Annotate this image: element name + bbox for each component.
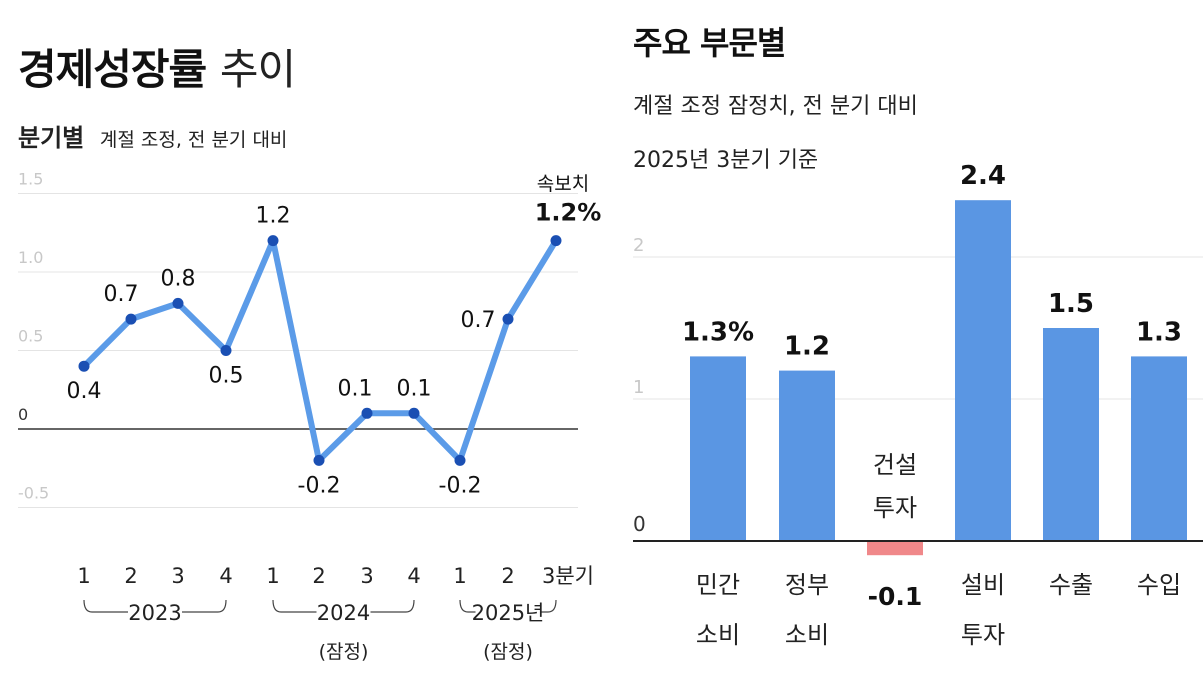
- bar: [690, 356, 746, 541]
- year-label: 2024: [317, 601, 370, 625]
- data-point: [172, 297, 184, 309]
- chart-subtitle: 분기별 계절 조정, 전 분기 대비: [18, 118, 287, 153]
- data-label: -0.1: [868, 582, 923, 611]
- data-label: 1.5: [1048, 289, 1094, 319]
- data-label: 1.2: [256, 204, 291, 229]
- sector-subtitle-2: 2025년 3분기 기준: [633, 148, 819, 173]
- data-label: 0.5: [209, 364, 244, 389]
- x-tick-label: 4: [407, 564, 420, 588]
- data-label: 1.3%: [682, 317, 754, 347]
- bar-chart: 2101.3%민간소비1.2정부소비-0.1건설투자2.4설비투자1.5수출1.…: [633, 161, 1203, 649]
- x-tick-label: 1: [266, 564, 279, 588]
- category-label: 수입: [1137, 571, 1181, 599]
- year-bracket-left: [83, 599, 128, 613]
- y-tick-label: 0.5: [18, 327, 43, 346]
- data-label: 1.2: [784, 332, 830, 362]
- prelim-label: (잠정): [483, 641, 533, 663]
- y-tick-label: 0: [633, 512, 646, 536]
- data-label: 2.4: [960, 161, 1006, 191]
- x-tick-label: 2: [501, 564, 514, 588]
- line-chart: 1.5 1.0 0.5 0 -0.5 0.4 0.7 0.8 0.5 1.2 -0.2 0.1 0.1 -…: [18, 170, 602, 663]
- category-label: 설비: [961, 571, 1005, 599]
- growth-trend-panel: 경제성장률 추이 분기별 계절 조정, 전 분기 대비 1.5 1.0 0.5 0 -0…: [0, 0, 602, 678]
- category-label: 투자: [873, 494, 917, 522]
- year-label: 2023: [128, 601, 181, 625]
- bar: [1131, 356, 1187, 541]
- data-label: 1.2%: [535, 199, 602, 227]
- year-bracket-right: [370, 599, 415, 613]
- data-point: [125, 313, 137, 325]
- data-label: 0.7: [461, 308, 496, 333]
- x-tick-label: 1: [453, 564, 466, 588]
- prelim-label: (잠정): [319, 641, 369, 663]
- y-tick-label: 1.5: [18, 170, 43, 189]
- sector-panel: 주요 부문별 계절 조정 잠정치, 전 분기 대비 2025년 3분기 기준 2…: [615, 0, 1203, 678]
- data-label: -0.2: [298, 473, 341, 498]
- category-label: 투자: [961, 621, 1005, 649]
- chart-title: 경제성장률 추이: [18, 36, 296, 97]
- subtitle-note: 계절 조정, 전 분기 대비: [99, 129, 288, 151]
- category-label: 건설: [873, 451, 917, 479]
- year-bracket-right: [540, 599, 557, 613]
- y-tick-label: 1.0: [18, 248, 43, 267]
- x-tick-label: 2: [124, 564, 137, 588]
- data-point: [78, 360, 90, 372]
- data-label: 0.8: [161, 266, 196, 291]
- x-tick-label: 3분기: [542, 564, 594, 588]
- bar: [867, 541, 923, 556]
- y-tick-label: 0: [18, 405, 28, 424]
- flash-estimate-label: 속보치: [537, 173, 589, 195]
- y-tick-label: 1: [633, 377, 644, 398]
- x-tick-label: 3: [171, 564, 184, 588]
- data-label: 0.4: [67, 379, 102, 404]
- sector-subtitle-1: 계절 조정 잠정치, 전 분기 대비: [633, 94, 918, 119]
- chart-title-bold: 경제성장률: [18, 45, 207, 94]
- data-point: [313, 454, 325, 466]
- x-tick-label: 3: [360, 564, 373, 588]
- data-point: [267, 235, 279, 247]
- x-tick-label: 4: [219, 564, 232, 588]
- category-label: 정부: [785, 571, 829, 599]
- category-label: 소비: [785, 621, 829, 649]
- data-point: [361, 407, 373, 419]
- category-label: 민간: [696, 571, 740, 599]
- data-label: 0.7: [104, 282, 139, 307]
- category-label: 소비: [696, 621, 740, 649]
- data-point: [220, 345, 232, 356]
- year-label: 2025년: [472, 601, 545, 625]
- y-tick-label: -0.5: [18, 484, 49, 503]
- bar: [1043, 328, 1099, 541]
- data-label: 1.3: [1136, 317, 1182, 347]
- data-label: -0.2: [439, 473, 482, 498]
- year-bracket-right: [182, 599, 227, 613]
- data-label: 0.1: [338, 376, 373, 401]
- y-tick-label: 2: [633, 235, 644, 256]
- chart-title-light: 추이: [219, 45, 296, 94]
- sector-title: 주요 부문별: [633, 24, 786, 62]
- bar: [779, 370, 835, 541]
- data-label: 0.1: [397, 376, 432, 401]
- x-tick-label: 1: [77, 564, 90, 588]
- data-point: [550, 235, 562, 247]
- data-point: [408, 407, 420, 419]
- bar: [955, 200, 1011, 541]
- x-tick-label: 2: [312, 564, 325, 588]
- category-label: 수출: [1049, 571, 1093, 599]
- year-bracket-left: [459, 599, 476, 613]
- data-point: [502, 313, 514, 325]
- data-point: [454, 454, 466, 466]
- year-bracket-left: [272, 599, 317, 613]
- subtitle-bold: 분기별: [18, 124, 85, 152]
